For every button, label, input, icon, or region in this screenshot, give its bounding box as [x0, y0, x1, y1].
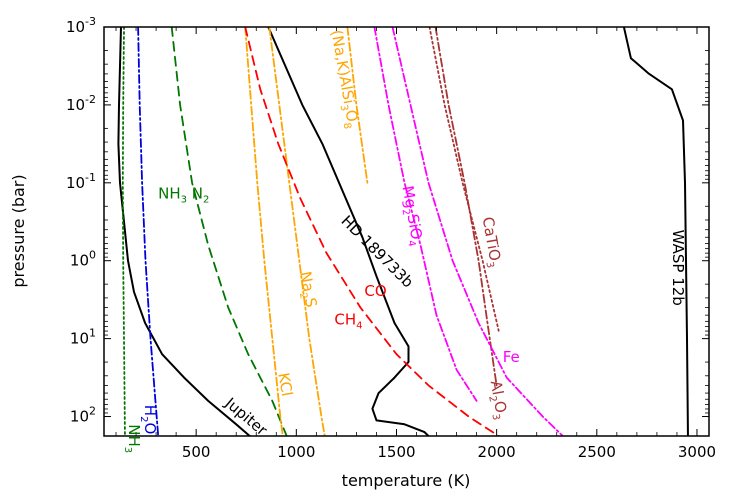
series-line-kcl	[244, 27, 284, 436]
series-line-nh3	[121, 27, 126, 436]
label-al2o3: Al2O3	[484, 379, 511, 421]
series-line-catio3	[428, 27, 500, 332]
label-na2s: Na2S	[293, 270, 320, 309]
label-wasp: WASP 12b	[669, 230, 687, 306]
y-tick-label: 10-3	[66, 15, 96, 36]
x-tick-label: 1500	[377, 443, 415, 461]
y-tick-label: 10-2	[66, 93, 96, 114]
label-ch4: CH4	[334, 311, 362, 332]
label-fe: Fe	[503, 348, 520, 366]
x-axis-label: temperature (K)	[342, 471, 471, 490]
series-line-wasp-12b	[622, 27, 689, 436]
y-tick-label: 100	[70, 249, 96, 270]
y-tick-label: 102	[70, 405, 96, 426]
series-layer	[117, 27, 689, 436]
series-line-na-k-alsi3o8	[346, 27, 369, 184]
y-axis-label: pressure (bar)	[9, 174, 28, 287]
series-line-al2o3	[434, 27, 498, 387]
x-tick-label: 500	[182, 443, 211, 461]
y-tick-label: 10-1	[66, 171, 96, 192]
x-tick-label: 2500	[578, 443, 616, 461]
label-nh3n2: NH3 N2	[158, 184, 209, 205]
tick-layer: 500 1000 1500 2000 2500 3000 10-3 10-2 10-1 100 10…	[66, 15, 716, 461]
label-mg2sio4: Mg2SiO4	[396, 184, 427, 247]
series-line-na2s	[268, 27, 326, 436]
series-line-fe	[391, 27, 565, 436]
plot-area	[104, 27, 709, 436]
label-co: CO	[364, 282, 386, 300]
label-h2o: H2O	[138, 405, 159, 434]
label-nh3cond: NH3	[122, 424, 143, 453]
series-line-h2o	[137, 27, 160, 436]
y-tick-label: 101	[70, 327, 96, 348]
series-line-nh3-n2	[170, 27, 288, 436]
label-kcl: KCl	[274, 371, 296, 397]
x-tick-label: 3000	[678, 443, 716, 461]
x-tick-label: 2000	[478, 443, 516, 461]
series-line-jupiter	[117, 27, 252, 436]
series-line-hd-189733b	[267, 27, 430, 436]
plot-frame	[103, 26, 710, 437]
series-line-mg2sio4	[373, 27, 478, 402]
series-line-ch4-co	[244, 27, 501, 436]
x-tick-label: 1000	[277, 443, 315, 461]
